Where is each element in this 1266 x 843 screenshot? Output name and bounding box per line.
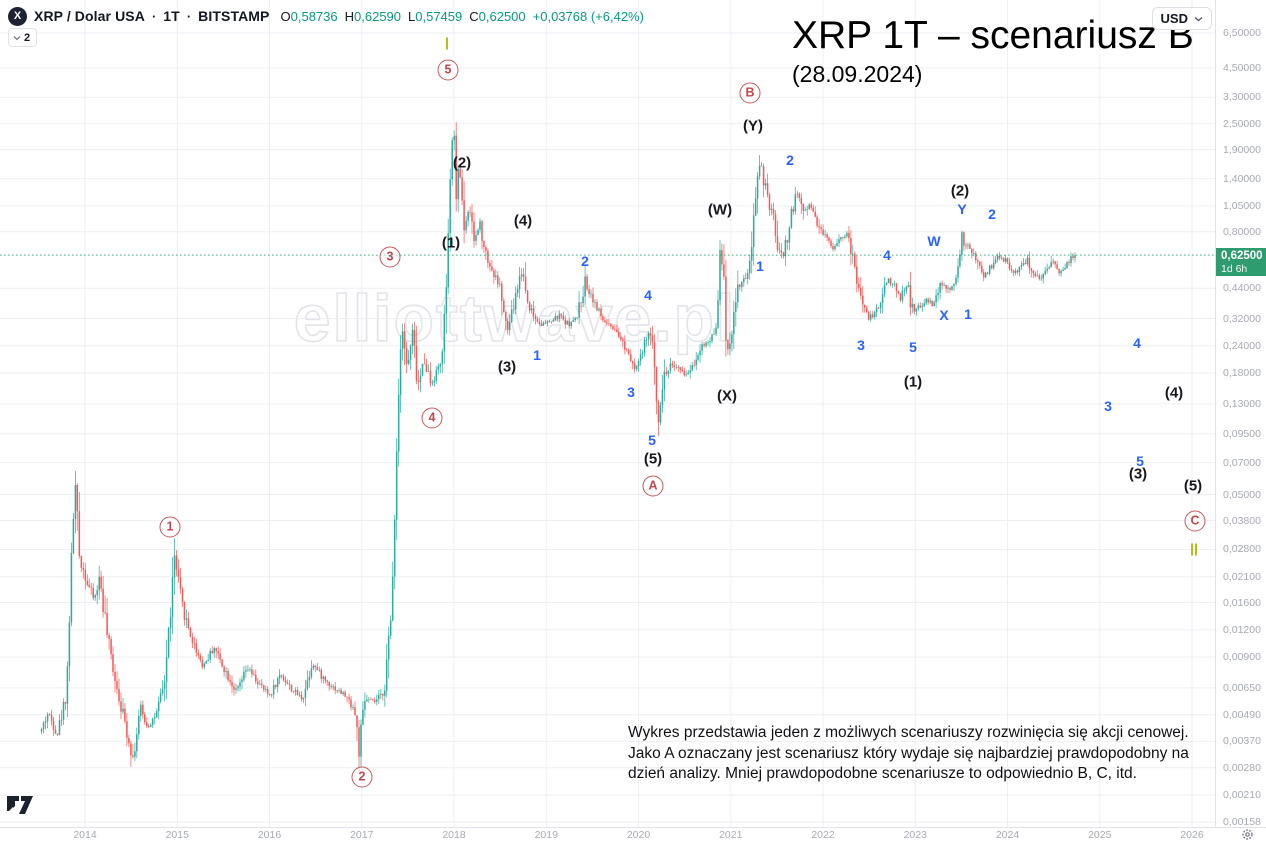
candle-bodies-up bbox=[40, 135, 1076, 757]
tradingview-logo[interactable] bbox=[6, 792, 36, 818]
price-tick-label: 0,09500 bbox=[1223, 427, 1261, 440]
time-tick-label: 2024 bbox=[995, 829, 1020, 841]
price-tick-label: 1,05000 bbox=[1223, 199, 1261, 212]
candle-wicks-up bbox=[41, 130, 1076, 768]
high-label: H bbox=[344, 8, 355, 24]
price-scale[interactable]: 0,62500 1d 6h 6,50000 4,50000 3,30000 2,500… bbox=[1215, 0, 1266, 828]
close-label: C bbox=[469, 8, 479, 24]
time-tick-label: 2017 bbox=[350, 829, 374, 841]
description-line: Wykres przedstawia jeden z możliwych sce… bbox=[628, 724, 1189, 741]
candle-bodies-down bbox=[48, 135, 1074, 757]
price-tick-label: 0,00210 bbox=[1223, 789, 1261, 802]
price-tick-label: 0,44000 bbox=[1223, 282, 1261, 295]
symbol-name: XRP / Dolar USA bbox=[34, 8, 145, 24]
scenario-description: Wykres przedstawia jeden z możliwych sce… bbox=[628, 723, 1189, 785]
price-tick-label: 0,01600 bbox=[1223, 596, 1261, 609]
grid-lines bbox=[0, 0, 1216, 828]
time-tick-label: 2016 bbox=[257, 829, 282, 841]
scenario-date: (28.09.2024) bbox=[792, 61, 923, 87]
scales-settings-gear-icon[interactable] bbox=[1241, 828, 1254, 841]
low-value: 0,57459 bbox=[415, 8, 463, 24]
time-tick-label: 2018 bbox=[442, 829, 466, 841]
price-tick-label: 0,13000 bbox=[1223, 397, 1261, 410]
open-label: O bbox=[280, 8, 291, 24]
currency-selector[interactable]: USD bbox=[1151, 7, 1212, 30]
price-tick-label: 0,00900 bbox=[1223, 651, 1261, 664]
time-scale[interactable]: 2014 2015 2016 2017 2018 2019 2020 2021 2022 2023… bbox=[0, 827, 1266, 843]
description-line: Jako A oznaczany jest scenariusz który w… bbox=[628, 744, 1189, 762]
candle-wicks-down bbox=[49, 122, 1074, 772]
price-tick-label: 0,05000 bbox=[1223, 488, 1261, 501]
bar-countdown: 1d 6h bbox=[1221, 263, 1248, 275]
currency-value: USD bbox=[1160, 11, 1188, 26]
separator: · bbox=[151, 8, 157, 24]
ohlc-values: O0,58736 H0,62590 L0,57459 C0,62500 +0,0… bbox=[281, 9, 644, 24]
price-tick-label: 0,07000 bbox=[1223, 456, 1261, 469]
time-tick-label: 2025 bbox=[1088, 829, 1112, 841]
change-value: +0,03768 (+6,42%) bbox=[532, 8, 644, 24]
price-tick-label: 2,50000 bbox=[1223, 117, 1261, 130]
price-tick-label: 0,02100 bbox=[1223, 570, 1261, 583]
description-line: dzień analizy. Mniej prawdopodobne scena… bbox=[628, 765, 1137, 783]
low-label: L bbox=[408, 8, 416, 24]
chevron-down-icon bbox=[13, 35, 21, 40]
price-tick-label: 0,00490 bbox=[1223, 708, 1261, 721]
price-tick-label: 0,32000 bbox=[1223, 312, 1261, 325]
price-tick-label: 1,90000 bbox=[1223, 143, 1261, 156]
time-tick-label: 2022 bbox=[811, 829, 835, 841]
symbol-exchange: BITSTAMP bbox=[198, 8, 270, 24]
symbol-logo-icon: X bbox=[8, 6, 27, 26]
time-tick-label: 2021 bbox=[719, 829, 743, 841]
price-tick-label: 1,40000 bbox=[1223, 172, 1261, 185]
time-tick-label: 2019 bbox=[534, 829, 558, 841]
price-tick-label: 3,30000 bbox=[1223, 91, 1261, 104]
last-price-badge: 0,62500 1d 6h bbox=[1216, 248, 1266, 276]
scenario-title: XRP 1T – scenariusz B bbox=[792, 14, 1194, 57]
price-tick-label: 0,00158 bbox=[1223, 816, 1261, 829]
price-tick-label: 0,24000 bbox=[1223, 339, 1261, 352]
time-tick-label: 2014 bbox=[73, 829, 97, 841]
price-tick-label: 6,50000 bbox=[1223, 27, 1261, 40]
symbol-timeframe: 1T bbox=[163, 8, 180, 24]
price-tick-label: 0,02800 bbox=[1223, 543, 1261, 556]
price-tick-label: 4,50000 bbox=[1223, 61, 1261, 74]
chevron-down-icon bbox=[1194, 16, 1203, 21]
object-tree-collapse-button[interactable]: 2 bbox=[8, 28, 38, 47]
open-value: 0,58736 bbox=[290, 8, 338, 24]
collapse-count: 2 bbox=[24, 31, 31, 44]
scenario-title-block: XRP 1T – scenariusz B (28.09.2024) bbox=[792, 14, 1194, 88]
time-tick-label: 2015 bbox=[165, 829, 189, 841]
high-value: 0,62590 bbox=[354, 8, 402, 24]
price-tick-label: 0,01200 bbox=[1223, 623, 1261, 636]
price-tick-label: 0,18000 bbox=[1223, 367, 1261, 380]
close-value: 0,62500 bbox=[478, 8, 526, 24]
time-tick-label: 2020 bbox=[626, 829, 651, 841]
price-tick-label: 0,03800 bbox=[1223, 514, 1261, 527]
price-tick-label: 0,00280 bbox=[1223, 761, 1261, 774]
time-tick-label: 2026 bbox=[1180, 829, 1204, 841]
separator: · bbox=[186, 8, 192, 24]
symbol-header[interactable]: X XRP / Dolar USA · 1T · BITSTAMP O0,587… bbox=[8, 5, 644, 27]
price-tick-label: 0,00370 bbox=[1223, 735, 1261, 748]
price-tick-label: 0,80000 bbox=[1223, 225, 1261, 238]
price-tick-label: 0,00650 bbox=[1223, 681, 1261, 694]
last-price-value: 0,62500 bbox=[1221, 250, 1263, 262]
time-tick-label: 2023 bbox=[903, 829, 927, 841]
